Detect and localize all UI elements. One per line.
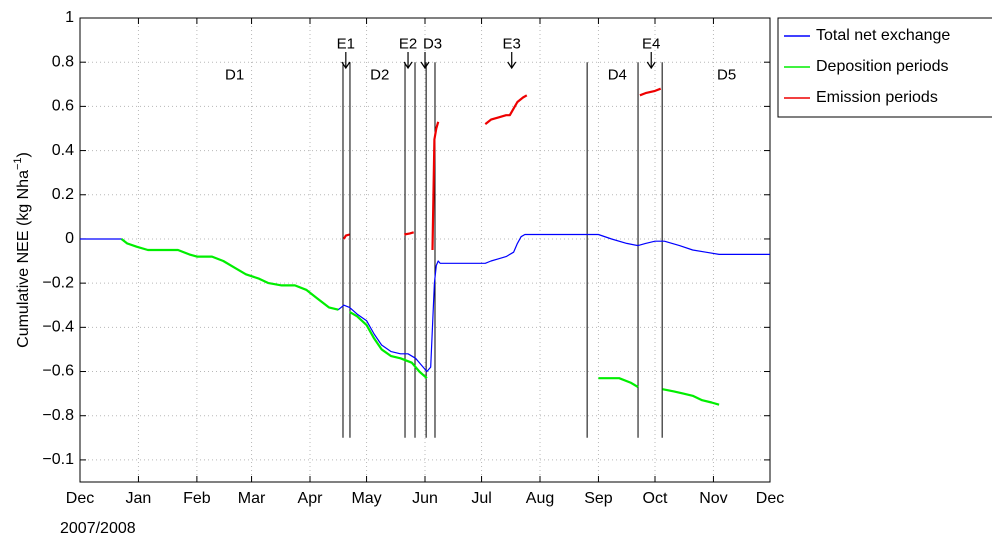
x-tick-label: Nov bbox=[699, 490, 727, 507]
annotation: E4 bbox=[642, 35, 660, 52]
y-tick-label: −0.4 bbox=[42, 319, 74, 336]
arrow bbox=[646, 52, 656, 70]
y-tick-label: 0.6 bbox=[52, 98, 74, 115]
y-tick-label: 0.4 bbox=[52, 142, 74, 159]
x-tick-label: Apr bbox=[298, 490, 324, 507]
y-label-main: Cumulative NEE (kg Nha bbox=[15, 170, 32, 348]
plot-frame bbox=[79, 17, 771, 483]
x-tick-label: Dec bbox=[66, 490, 94, 507]
series-line bbox=[342, 87, 662, 251]
x-tick-label: Jan bbox=[126, 490, 152, 507]
x-tick-label: Jul bbox=[471, 490, 491, 507]
x-axis-label: 2007/2008 bbox=[60, 520, 136, 537]
annotation: D1 bbox=[225, 66, 244, 83]
y-tick-label: −0.2 bbox=[42, 274, 74, 291]
annotation: D5 bbox=[717, 66, 736, 83]
y-label-sup: −1 bbox=[12, 157, 24, 170]
x-tick-label: Mar bbox=[238, 490, 266, 507]
legend-box bbox=[777, 17, 992, 118]
x-tick-label: Jun bbox=[412, 490, 438, 507]
x-tick-label: Feb bbox=[183, 490, 211, 507]
x-tick-label: Dec bbox=[756, 490, 784, 507]
y-tick-label: 0.8 bbox=[52, 53, 74, 70]
x-tick-label: May bbox=[351, 490, 381, 507]
y-tick-label: −0.1 bbox=[42, 451, 74, 468]
y-tick-label: 0.2 bbox=[52, 186, 74, 203]
arrow bbox=[420, 52, 430, 70]
y-tick-label: 0 bbox=[65, 230, 74, 247]
y-tick-label: 1 bbox=[65, 9, 74, 26]
arrow bbox=[341, 52, 351, 70]
arrow bbox=[507, 52, 517, 70]
y-tick-label: −0.6 bbox=[42, 363, 74, 380]
annotation: E2 bbox=[399, 35, 417, 52]
y-tick-label: −0.8 bbox=[42, 407, 74, 424]
annotation: D3 bbox=[423, 35, 442, 52]
legend-label: Deposition periods bbox=[816, 58, 949, 75]
x-tick-label: Aug bbox=[526, 490, 554, 507]
series-line bbox=[120, 238, 720, 406]
x-tick-label: Oct bbox=[643, 490, 668, 507]
arrow bbox=[403, 52, 413, 70]
annotation: E3 bbox=[503, 35, 521, 52]
annotation: E1 bbox=[337, 35, 355, 52]
x-tick-label: Sep bbox=[584, 490, 613, 507]
y-axis-label: Cumulative NEE (kg Nha−1) bbox=[12, 152, 32, 348]
annotation: D4 bbox=[608, 66, 627, 83]
legend-label: Emission periods bbox=[816, 89, 938, 106]
y-label-end: ) bbox=[15, 152, 32, 157]
annotation: D2 bbox=[370, 66, 389, 83]
legend-label: Total net exchange bbox=[816, 27, 950, 44]
